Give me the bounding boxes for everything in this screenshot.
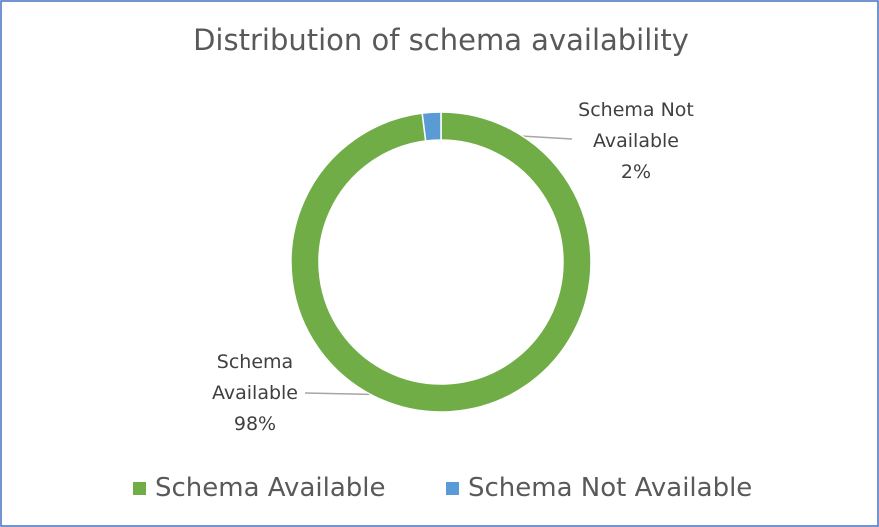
data-label: Schema Not Available 2% — [566, 95, 706, 188]
legend-label: Schema Available — [155, 473, 386, 503]
chart-title: Distribution of schema availability — [193, 23, 689, 57]
legend-label: Schema Not Available — [468, 473, 753, 503]
legend-swatch — [133, 482, 146, 495]
data-label-value: 2% — [620, 161, 652, 183]
doughnut — [290, 111, 592, 413]
doughnut-slice — [290, 111, 592, 413]
doughnut-slice — [421, 111, 442, 142]
data-label-category: Schema Available — [211, 351, 298, 404]
legend-swatch — [446, 482, 459, 495]
data-label-category: Schema Not Available — [578, 99, 694, 152]
data-label-value: 98% — [233, 413, 277, 435]
data-label: Schema Available 98% — [200, 347, 310, 440]
